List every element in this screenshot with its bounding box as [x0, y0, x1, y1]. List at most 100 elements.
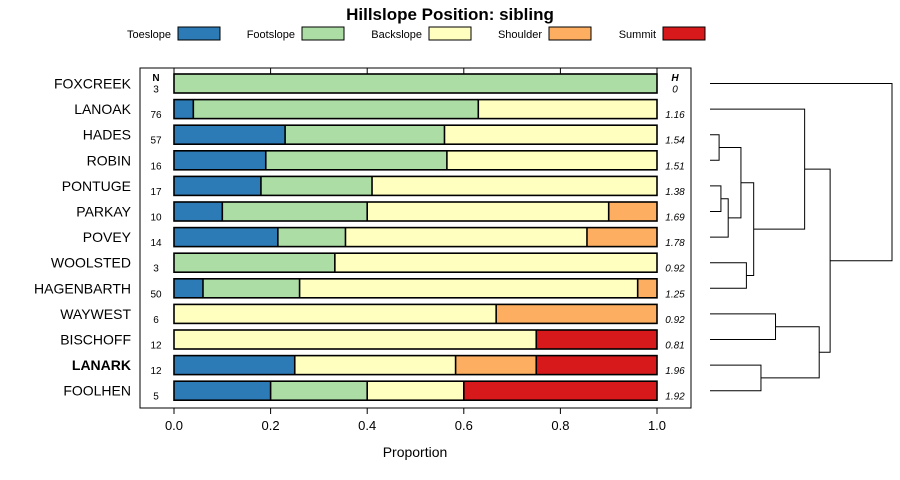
legend: Toeslope Footslope Backslope Shoulder Summit	[127, 26, 706, 41]
row-label: HADES	[83, 127, 131, 143]
bar-segment-summit	[536, 355, 657, 375]
legend-label-backslope: Backslope	[371, 29, 422, 41]
bar-segment-backslope	[174, 304, 497, 324]
row-hades: HADES 57 1.54	[83, 124, 685, 147]
n-value: 10	[150, 213, 162, 224]
bar-segment-footslope	[270, 381, 368, 401]
row-label: PARKAY	[76, 204, 131, 220]
bar-segment-toeslope	[174, 355, 295, 375]
legend-label-toeslope: Toeslope	[127, 29, 171, 41]
legend-swatch-toeslope	[177, 26, 221, 41]
x-axis: 0.0 0.2 0.4 0.6 0.8 1.0	[165, 68, 666, 433]
dendrogram-link	[710, 108, 806, 230]
h-value: 1.54	[665, 136, 685, 147]
dendrogram-link	[710, 364, 762, 392]
row-waywest: WAYWEST 6 0.92	[60, 303, 685, 326]
row-label: ROBIN	[87, 152, 131, 168]
x-tick-label: 0.8	[551, 418, 569, 433]
dendrogram-link	[710, 262, 747, 289]
bar-outline	[173, 226, 658, 248]
n-value: 12	[150, 341, 162, 352]
bar-segment-toeslope	[174, 381, 271, 401]
row-bischoff: BISCHOFF 12 0.81	[60, 329, 685, 352]
dendrogram-link	[804, 168, 831, 353]
rows: FOXCREEK 3 0 LANOAK 76 1.16 HADES 57 1.54 ROBIN 16…	[34, 73, 685, 403]
bar-segment-backslope	[444, 125, 657, 145]
h-value: 1.96	[665, 366, 685, 377]
bar-segment-summit	[463, 381, 657, 401]
bar-outline	[173, 124, 658, 145]
legend-label-shoulder: Shoulder	[498, 29, 542, 41]
legend-swatch-shoulder	[548, 26, 592, 41]
row-woolsted: WOOLSTED 3 0.92	[51, 252, 685, 275]
n-value: 57	[150, 136, 162, 147]
dendrogram-link	[710, 198, 729, 238]
bar-segment-shoulder	[455, 355, 537, 375]
x-tick-label: 0.4	[358, 418, 376, 433]
bar-segment-footslope	[193, 99, 479, 119]
chart-title: Hillslope Position: sibling	[346, 5, 554, 24]
bar-segment-shoulder	[586, 227, 657, 247]
n-value: 76	[150, 110, 162, 121]
row-foolhen: FOOLHEN 5 1.92	[63, 380, 685, 403]
bar-segment-footslope	[285, 125, 445, 145]
dendrogram-link	[710, 83, 893, 262]
bar-segment-toeslope	[174, 176, 261, 196]
bar-segment-backslope	[334, 253, 657, 273]
dendrogram-link	[719, 147, 742, 219]
bar-outline	[173, 252, 658, 273]
row-label: LANARK	[72, 357, 131, 373]
n-value: 16	[150, 161, 162, 172]
h-value: 1.78	[665, 238, 685, 249]
dendrogram-link	[710, 185, 722, 212]
bar-segment-footslope	[202, 278, 300, 298]
h-value: 1.16	[665, 110, 685, 121]
bar-segment-backslope	[478, 99, 657, 119]
legend-label-footslope: Footslope	[247, 29, 295, 41]
n-value: 50	[150, 289, 162, 300]
bar-segment-shoulder	[608, 202, 657, 221]
x-tick-label: 0.6	[455, 418, 473, 433]
h-value: 1.51	[665, 161, 684, 172]
bar-segment-shoulder	[637, 278, 657, 298]
bar-outline	[173, 73, 658, 94]
row-label: PONTUGE	[62, 178, 131, 194]
bar-outline	[173, 201, 658, 222]
n-value: 3	[153, 85, 159, 96]
h-value: 0	[672, 85, 678, 96]
bar-segment-footslope	[174, 253, 335, 273]
legend-label-summit: Summit	[619, 29, 656, 41]
h-value: 1.25	[665, 289, 685, 300]
row-label: BISCHOFF	[60, 332, 131, 348]
row-label: LANOAK	[74, 101, 131, 117]
n-value: 12	[150, 366, 162, 377]
row-robin: ROBIN 16 1.51	[87, 150, 685, 172]
x-tick-label: 0.0	[165, 418, 183, 433]
bar-segment-backslope	[299, 278, 638, 298]
bar-segment-backslope	[367, 381, 464, 401]
plot-panel	[139, 67, 692, 409]
h-value: 0.81	[665, 341, 684, 352]
n-column-header: N	[152, 73, 159, 84]
h-value: 1.38	[665, 187, 685, 198]
dendrogram	[710, 83, 893, 392]
bar-outline	[173, 354, 658, 376]
row-label: WOOLSTED	[51, 255, 131, 271]
bar-segment-footslope	[260, 176, 373, 196]
h-value: 0.92	[665, 264, 685, 275]
bar-segment-backslope	[345, 227, 587, 247]
bar-segment-toeslope	[174, 99, 194, 119]
x-axis-label: Proportion	[383, 444, 448, 460]
bar-segment-backslope	[372, 176, 657, 196]
bar-outline	[173, 380, 658, 402]
n-value: 3	[153, 264, 159, 275]
row-label: FOXCREEK	[54, 76, 132, 92]
dendrogram-link	[760, 326, 820, 379]
bar-outline	[173, 150, 658, 171]
n-value: 6	[153, 315, 159, 326]
row-label: POVEY	[83, 229, 132, 245]
bar-segment-backslope	[174, 330, 537, 349]
bar-outline	[173, 175, 658, 197]
bar-segment-footslope	[222, 202, 368, 221]
bar-segment-footslope	[174, 74, 657, 93]
